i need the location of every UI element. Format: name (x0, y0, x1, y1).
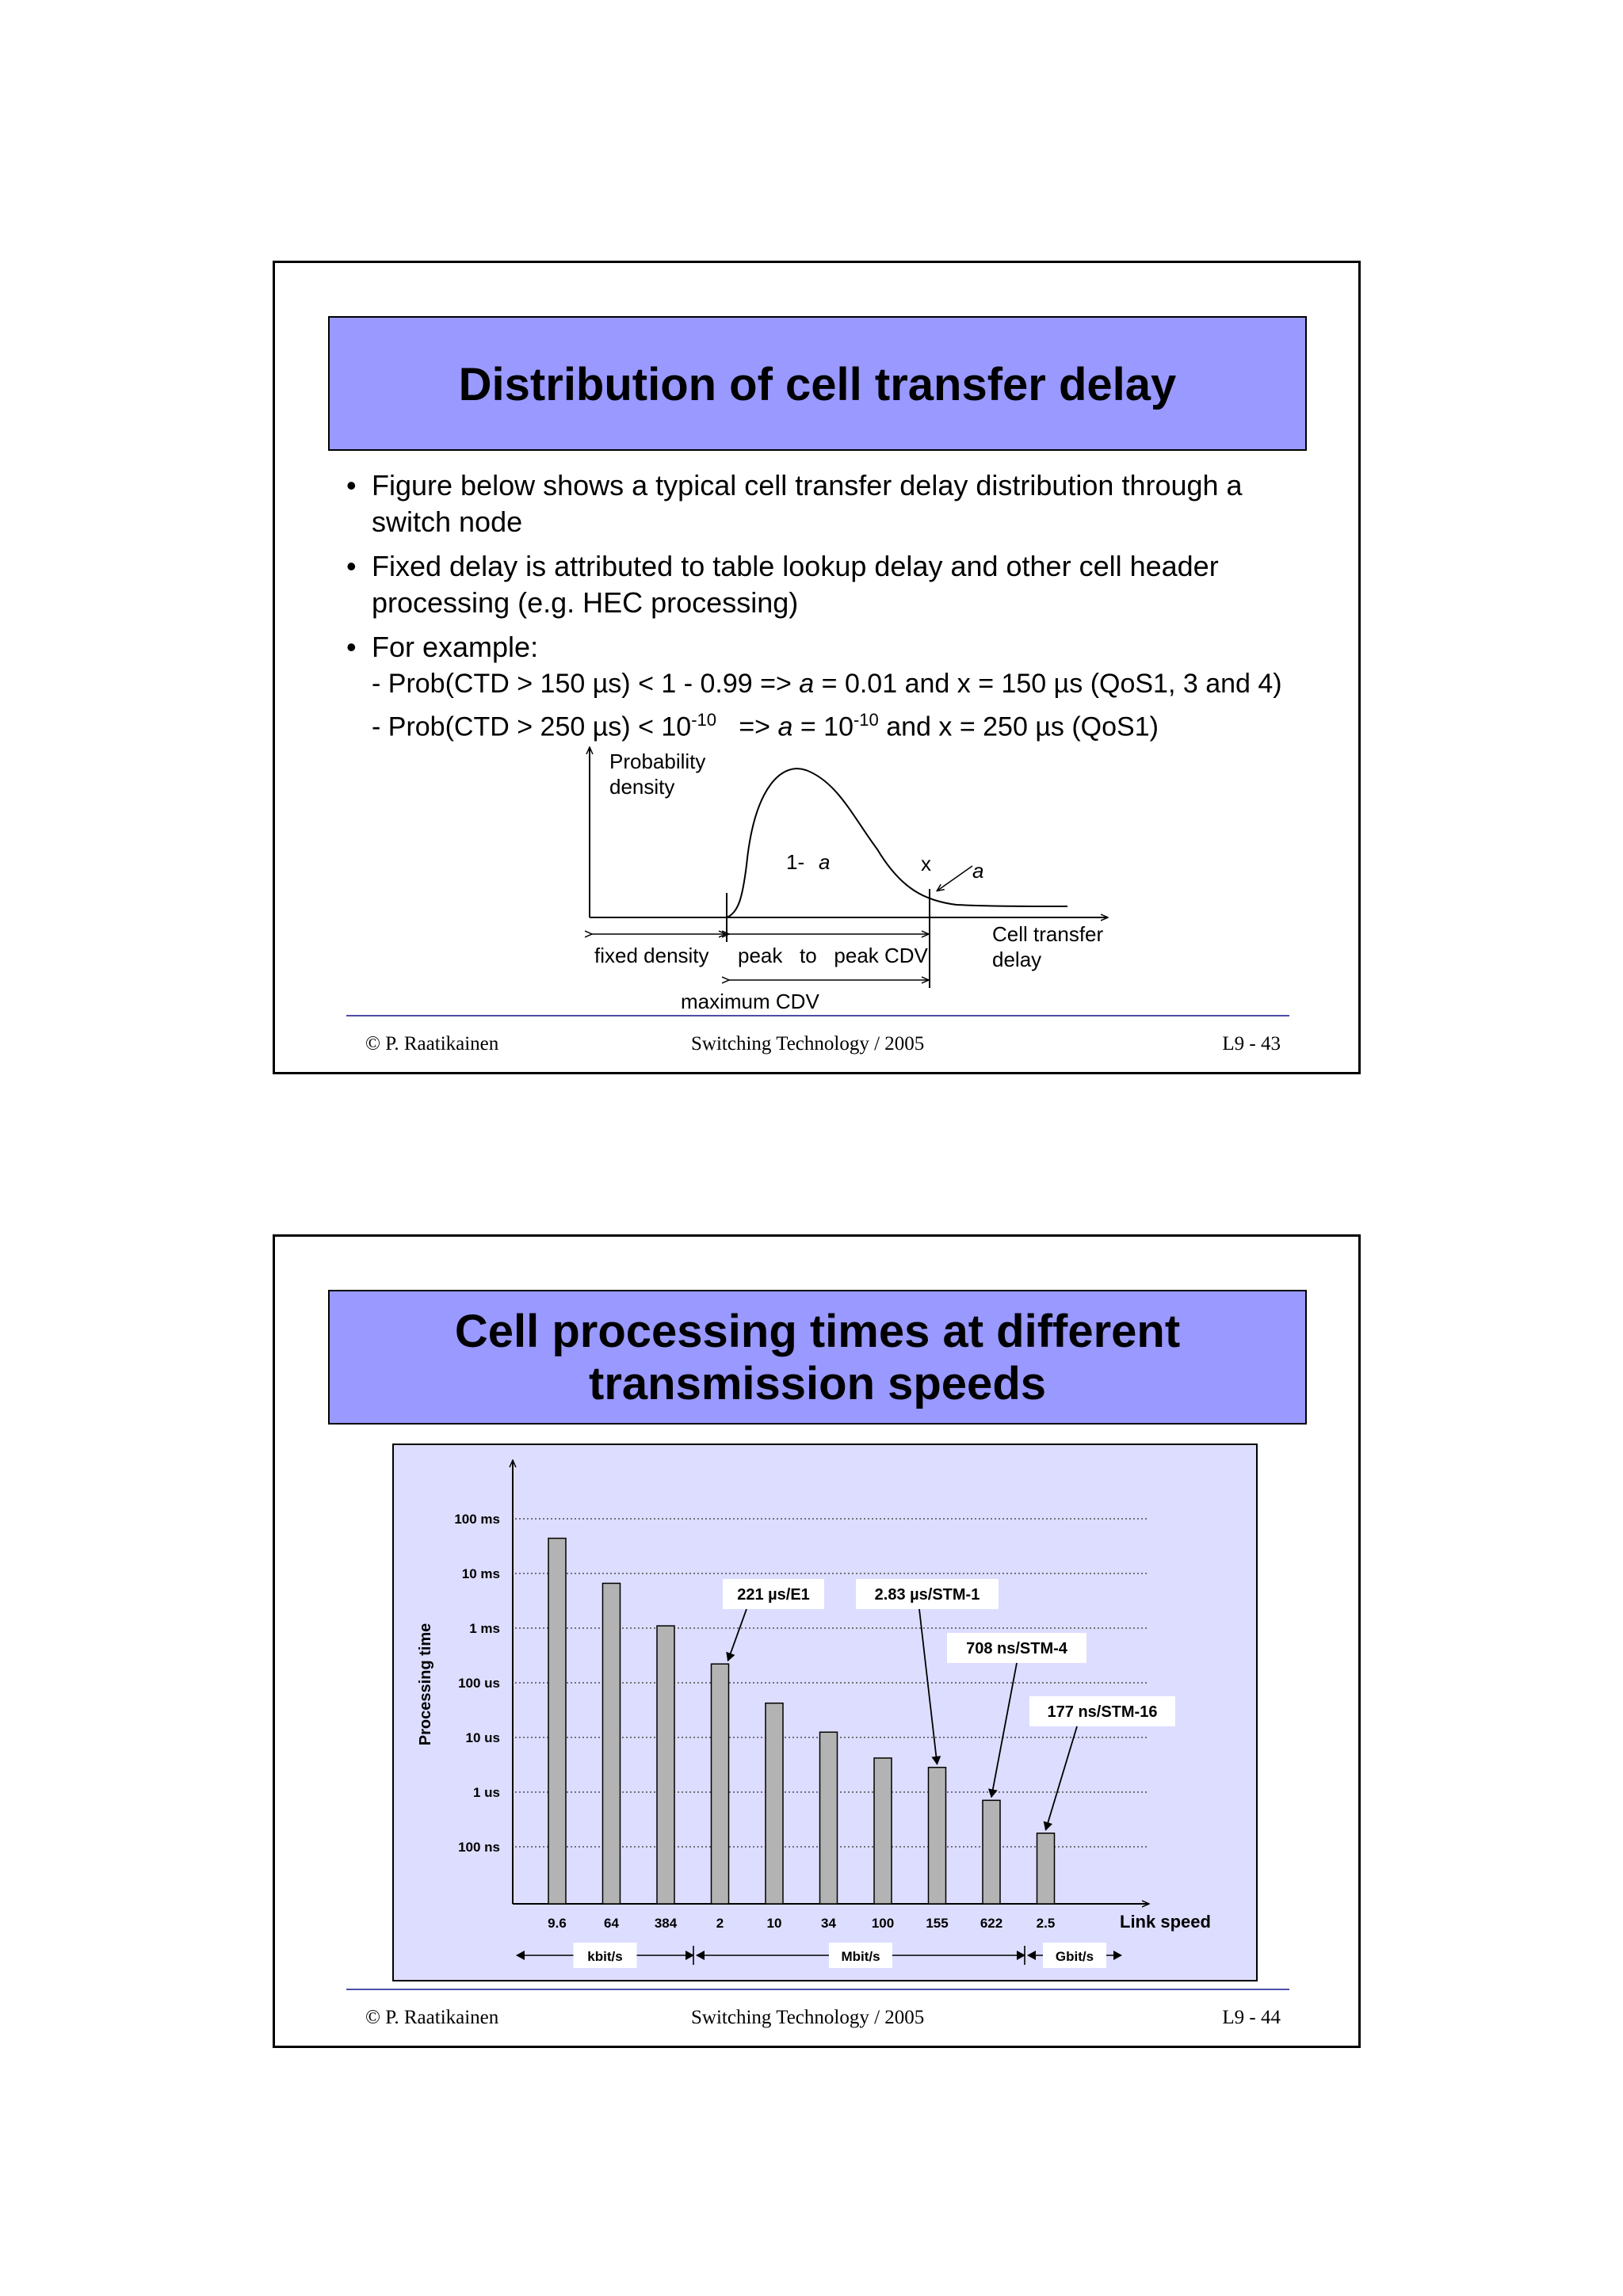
one-minus-label: 1- (786, 850, 804, 874)
bar (601, 1582, 621, 1905)
example-text: - Prob(CTD > 150 µs) < 1 - 0.99 => (372, 669, 800, 699)
bullet-text: Fixed delay is attributed to table looku… (372, 550, 1219, 619)
title-line: Cell processing times at different (454, 1306, 1181, 1357)
unit-label: kbit/s (587, 1949, 622, 1964)
y-tick-label: 100 ms (454, 1512, 500, 1527)
x-axis-label: Cell transfer (992, 922, 1103, 946)
annotations: 221 µs/E1 2.83 µs/STM-1 708 ns/STM-4 177 ns… (723, 1579, 1175, 1831)
delay-distribution-figure: Probability density 1- a x a Cell transf… (275, 263, 1363, 1013)
x-tick-label: 2.5 (1037, 1916, 1056, 1931)
example-symbol: a (777, 711, 793, 742)
annotation-label: 221 µs/E1 (737, 1586, 810, 1604)
bar (656, 1625, 675, 1905)
example-symbol: a (799, 669, 815, 699)
footer-author: © P. Raatikainen (365, 2007, 499, 2028)
x-tick-label: 9.6 (548, 1916, 567, 1931)
annotation-arrow (726, 1608, 747, 1662)
footer-divider (346, 1989, 1289, 1990)
footer-author: © P. Raatikainen (365, 1033, 499, 1055)
x-axis-label: delay (992, 948, 1041, 971)
annotation-box (1029, 1696, 1175, 1726)
x-tick-label: 34 (821, 1916, 836, 1931)
annotation-box (947, 1633, 1086, 1663)
footer-page: L9 - 44 (1222, 2007, 1281, 2028)
gridlines: 100 ns 1 us 10 us 100 us 1 ms 10 ms 100 ms (454, 1512, 1147, 1855)
y-tick-label: 10 us (466, 1730, 500, 1745)
unit-ranges: kbit/s Mbit/s Gbit/s (516, 1943, 1122, 1968)
annotation-arrow (918, 1608, 941, 1765)
exponent: -10 (691, 710, 716, 730)
fixed-density-label: fixed density (594, 944, 709, 967)
bar (548, 1537, 567, 1905)
x-tick-label: 2 (716, 1916, 724, 1931)
bar (927, 1767, 947, 1905)
tail-label: a (972, 859, 983, 883)
y-tick-label: 10 ms (462, 1566, 500, 1581)
bar (982, 1799, 1001, 1905)
slide-title: Cell processing times at different trans… (328, 1290, 1307, 1425)
unit-label-box (573, 1943, 637, 1968)
annotation-label: 2.83 µs/STM-1 (875, 1586, 980, 1604)
max-cdv-label: maximum CDV (681, 990, 819, 1013)
x-tick-label: 384 (655, 1916, 678, 1931)
slide-cell-transfer-delay: Distribution of cell transfer delay • Fig… (273, 261, 1361, 1074)
annotation-box (723, 1579, 824, 1609)
density-curve (726, 768, 1068, 918)
x-axis-title: Link speed (1120, 1912, 1211, 1932)
x-tick-label: 155 (926, 1916, 948, 1931)
bar (765, 1702, 784, 1905)
footer-page: L9 - 43 (1222, 1033, 1281, 1055)
annotation-box (856, 1579, 999, 1609)
title-line: transmission speeds (589, 1358, 1046, 1409)
y-tick-label: 1 ms (469, 1621, 500, 1636)
bullet-list: • Figure below shows a typical cell trans… (346, 467, 1313, 745)
bar (873, 1757, 892, 1905)
slide-title: Distribution of cell transfer delay (328, 316, 1307, 451)
example-text: and x = 250 µs (QoS1) (878, 711, 1159, 742)
x-tick-label: 10 (767, 1916, 782, 1931)
y-label: density (609, 775, 674, 799)
annotation-label: 177 ns/STM-16 (1048, 1703, 1158, 1721)
bullet-item: • For example: (346, 631, 539, 663)
y-tick-label: 1 us (473, 1785, 500, 1800)
x-tick-label: 622 (980, 1916, 1002, 1931)
x-tick-label: 64 (604, 1916, 619, 1931)
peak-cdv-label: peak to peak CDV (738, 944, 929, 967)
bar (710, 1663, 730, 1905)
bullet-text: For example: (372, 631, 539, 663)
bar (1036, 1833, 1056, 1905)
processing-time-chart: 100 ns 1 us 10 us 100 us 1 ms 10 ms 100 ms 9.6… (392, 1444, 1258, 1981)
footer-course: Switching Technology / 2005 (691, 1033, 925, 1055)
unit-label: Gbit/s (1056, 1949, 1094, 1964)
example-text: => (716, 711, 778, 742)
example-line-1: - Prob(CTD > 150 µs) < 1 - 0.99 => a = 0… (346, 666, 1313, 702)
annotation-label: 708 ns/STM-4 (966, 1640, 1068, 1657)
example-text: - Prob(CTD > 250 µs) < 10 (372, 711, 692, 742)
bar (819, 1731, 838, 1905)
y-axis-title: Processing time (417, 1623, 434, 1746)
tail-arrow (938, 865, 973, 891)
unit-label-box (829, 1943, 892, 1968)
a-symbol: a (819, 850, 830, 874)
bullet-item: • Figure below shows a typical cell trans… (346, 469, 1243, 538)
x-label: x (921, 852, 931, 875)
footer-course: Switching Technology / 2005 (691, 2007, 925, 2028)
y-label: Probability (609, 749, 705, 773)
example-text: = 0.01 and x = 150 µs (QoS1, 3 and 4) (814, 669, 1282, 699)
bullet-item: • Fixed delay is attributed to table look… (346, 550, 1219, 619)
bars: 9.6 64 384 2 10 34 100 155 622 2.5 (548, 1537, 1056, 1931)
bullet-text: Figure below shows a typical cell transf… (372, 469, 1243, 538)
unit-label-box (1043, 1943, 1106, 1968)
annotation-arrow (987, 1662, 1018, 1798)
footer-divider (346, 1015, 1289, 1016)
exponent: -10 (853, 710, 879, 730)
x-tick-label: 100 (872, 1916, 894, 1931)
y-tick-label: 100 us (458, 1676, 500, 1691)
example-text: = 10 (792, 711, 854, 742)
unit-label: Mbit/s (841, 1949, 880, 1964)
example-line-2: - Prob(CTD > 250 µs) < 10-10 => a = 10-1… (346, 702, 1313, 745)
y-tick-label: 100 ns (458, 1840, 500, 1855)
slide-cell-processing-times: Cell processing times at different trans… (273, 1234, 1361, 2048)
annotation-arrow (1043, 1726, 1078, 1831)
